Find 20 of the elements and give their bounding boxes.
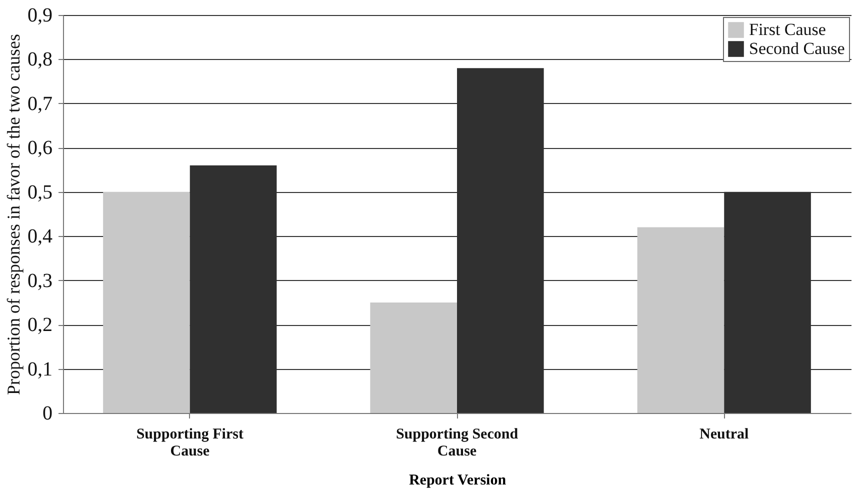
x-tick-label: Supporting Second Cause [396, 426, 519, 460]
y-tick-label: 0,3 [28, 270, 52, 292]
y-tick-label: 0,8 [28, 48, 52, 71]
y-tick-label: 0,7 [28, 92, 52, 115]
x-tick-label: Neutral [700, 426, 749, 442]
y-tick-label: 0,1 [28, 358, 52, 380]
bar [103, 192, 190, 413]
y-tick-label: 0 [42, 402, 52, 424]
y-tick-label: 0,6 [28, 137, 52, 160]
y-tick-label: 0,5 [28, 181, 52, 204]
x-axis-title: Report Version [408, 472, 507, 488]
y-tick-label: 0,2 [28, 314, 52, 336]
legend-label: First Cause [749, 20, 826, 39]
bar [637, 227, 724, 413]
legend-label: Second Cause [749, 39, 845, 58]
y-tick-label: 0,9 [28, 4, 52, 26]
x-tick-label: Supporting First Cause [136, 426, 244, 460]
bar [370, 302, 457, 413]
y-tick-label: 0,4 [28, 226, 52, 248]
y-axis-title: Proportion of responses in favor of the two causes [4, 34, 24, 395]
